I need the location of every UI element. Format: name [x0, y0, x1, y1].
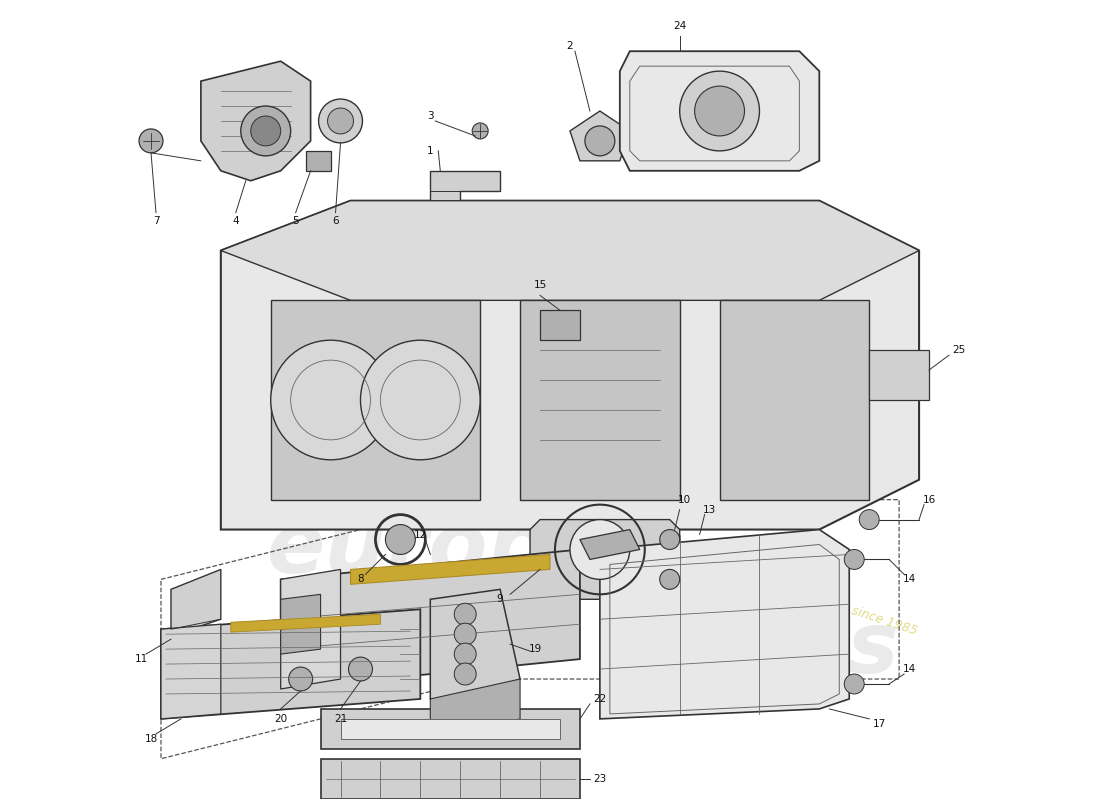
Text: 5: 5: [293, 216, 299, 226]
Text: 21: 21: [334, 714, 348, 724]
Circle shape: [454, 663, 476, 685]
Polygon shape: [201, 61, 310, 181]
Text: 14: 14: [902, 574, 915, 584]
Polygon shape: [280, 594, 320, 624]
Polygon shape: [161, 624, 221, 719]
Circle shape: [845, 550, 865, 570]
Polygon shape: [161, 610, 420, 719]
Circle shape: [241, 106, 290, 156]
Polygon shape: [530, 519, 680, 599]
Polygon shape: [231, 614, 381, 632]
Text: 2: 2: [566, 42, 573, 51]
Text: 3: 3: [427, 111, 433, 121]
Polygon shape: [320, 709, 580, 749]
Circle shape: [319, 99, 363, 143]
Polygon shape: [280, 570, 341, 689]
Text: 1: 1: [427, 146, 433, 156]
Circle shape: [385, 525, 416, 554]
Text: 23: 23: [593, 774, 606, 784]
Text: 8: 8: [358, 574, 364, 584]
Polygon shape: [306, 151, 331, 170]
Polygon shape: [341, 719, 560, 739]
Text: 6: 6: [332, 216, 339, 226]
Polygon shape: [170, 570, 221, 669]
Text: 17: 17: [872, 719, 886, 729]
Polygon shape: [280, 624, 320, 654]
Circle shape: [859, 510, 879, 530]
Text: 25: 25: [953, 345, 966, 355]
Polygon shape: [869, 350, 929, 400]
Circle shape: [328, 108, 353, 134]
Text: 4: 4: [232, 216, 239, 226]
Polygon shape: [320, 758, 580, 798]
Text: 18: 18: [144, 734, 157, 744]
Circle shape: [570, 519, 630, 579]
Circle shape: [454, 643, 476, 665]
Circle shape: [454, 623, 476, 645]
Text: 20: 20: [274, 714, 287, 724]
Polygon shape: [719, 300, 869, 500]
Circle shape: [585, 126, 615, 156]
Text: 24: 24: [673, 22, 686, 31]
Text: 7: 7: [153, 216, 159, 226]
Circle shape: [845, 674, 865, 694]
Circle shape: [694, 86, 745, 136]
Text: 11: 11: [134, 654, 147, 664]
Polygon shape: [520, 300, 680, 500]
Polygon shape: [430, 590, 520, 699]
Circle shape: [660, 570, 680, 590]
Text: 12: 12: [414, 530, 427, 539]
Polygon shape: [271, 300, 481, 500]
Polygon shape: [570, 111, 630, 161]
Circle shape: [251, 116, 280, 146]
Text: 16: 16: [923, 494, 936, 505]
Text: 14: 14: [902, 664, 915, 674]
Text: es: es: [790, 608, 899, 690]
Circle shape: [660, 530, 680, 550]
Polygon shape: [600, 530, 849, 719]
Polygon shape: [351, 554, 550, 584]
Polygon shape: [221, 201, 920, 300]
Circle shape: [288, 667, 312, 691]
Polygon shape: [280, 550, 580, 689]
Circle shape: [454, 603, 476, 626]
Polygon shape: [221, 201, 920, 530]
Circle shape: [680, 71, 759, 151]
Text: 19: 19: [528, 644, 541, 654]
Polygon shape: [430, 170, 500, 221]
Circle shape: [349, 657, 373, 681]
Circle shape: [472, 123, 488, 139]
Text: 10: 10: [678, 494, 691, 505]
Polygon shape: [619, 51, 820, 170]
Text: 22: 22: [593, 694, 606, 704]
Text: 15: 15: [534, 280, 547, 290]
Polygon shape: [430, 679, 520, 739]
Text: europ: europ: [267, 508, 550, 591]
Circle shape: [271, 340, 390, 460]
Text: 9: 9: [497, 594, 504, 604]
Text: 13: 13: [703, 505, 716, 514]
Text: a passion for Porsche since 1985: a passion for Porsche since 1985: [719, 562, 920, 638]
Polygon shape: [540, 310, 580, 340]
Circle shape: [139, 129, 163, 153]
Circle shape: [361, 340, 481, 460]
Polygon shape: [580, 530, 640, 559]
